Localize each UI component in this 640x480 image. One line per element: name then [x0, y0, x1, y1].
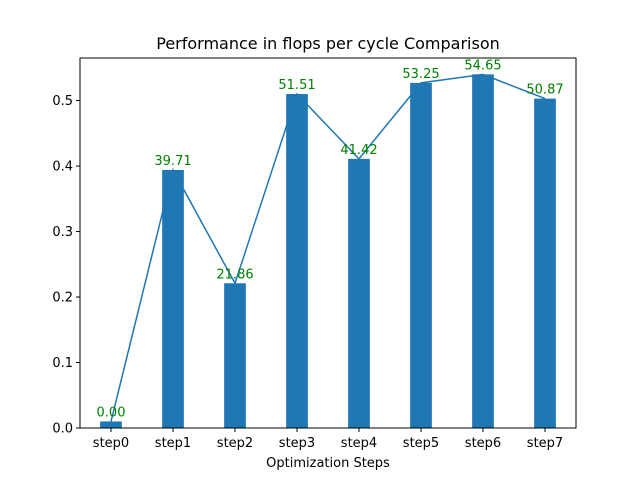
bar-step1	[162, 169, 184, 428]
bar-step4	[348, 158, 370, 429]
x-tick-label-step2: step2	[217, 436, 253, 451]
x-tick-label-step1: step1	[155, 436, 191, 451]
y-tick-label-2: 0.2	[52, 291, 73, 306]
bar-step6	[472, 74, 494, 429]
x-tick-label-step3: step3	[279, 436, 315, 451]
x-tick-label-step7: step7	[527, 436, 563, 451]
data-label-step3: 51.51	[278, 78, 315, 93]
data-label-step1: 39.71	[154, 154, 191, 169]
y-tick-label-0: 0.0	[52, 422, 73, 437]
data-label-step7: 50.87	[526, 83, 563, 98]
axes-frame	[79, 57, 577, 429]
bar-step7	[534, 98, 556, 428]
x-tick-label-step0: step0	[93, 436, 129, 451]
x-axis-label: Optimization Steps	[266, 456, 390, 471]
data-label-step2: 21.86	[216, 267, 253, 282]
bar-step2	[224, 283, 246, 428]
y-tick-label-3: 0.3	[52, 225, 73, 240]
bar-step0	[100, 421, 122, 428]
series-line	[110, 73, 546, 422]
x-tick-label-step6: step6	[465, 436, 501, 451]
x-tick-label-step4: step4	[341, 436, 377, 451]
data-label-step5: 53.25	[402, 67, 439, 82]
y-tick-label-4: 0.4	[52, 160, 73, 175]
plot-area: 0.00 39.71 21.86 51.51 41.42 53.25 54.65 50.87 0…	[52, 57, 577, 451]
x-tick-label-step5: step5	[403, 436, 439, 451]
data-label-step4: 41.42	[340, 143, 377, 158]
bar-step5	[410, 82, 432, 429]
y-tick-label-5: 0.5	[52, 94, 73, 109]
chart-title: Performance in flops per cycle Compariso…	[156, 34, 500, 53]
data-label-step0: 0.00	[97, 405, 126, 420]
bar-step3	[286, 94, 308, 428]
data-label-step6: 54.65	[464, 58, 501, 73]
y-tick-label-1: 0.1	[52, 356, 73, 371]
